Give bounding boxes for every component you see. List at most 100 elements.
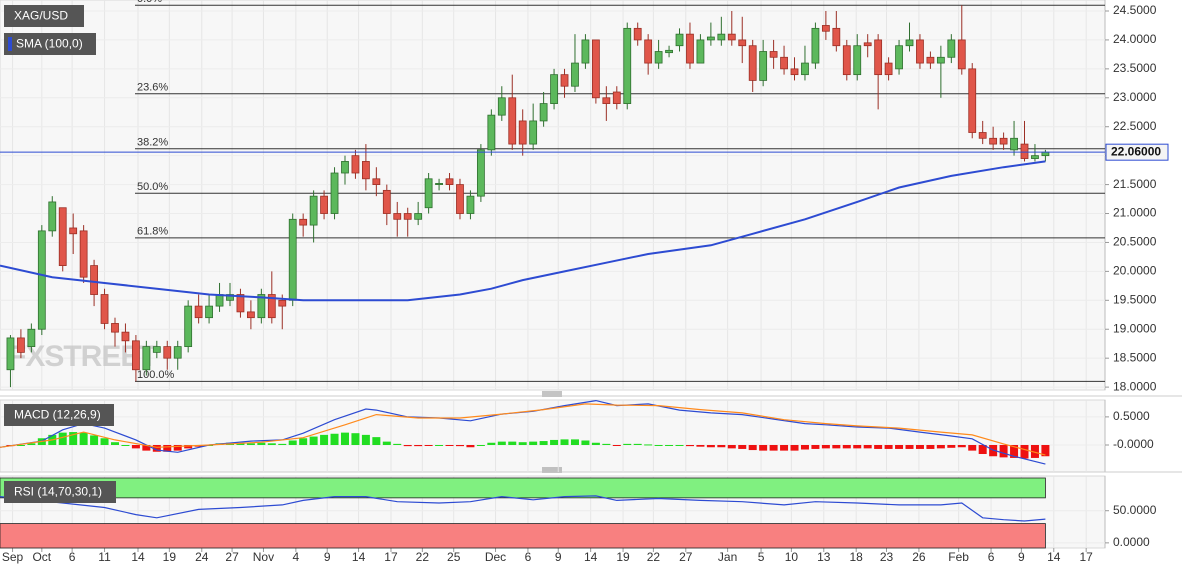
y-tick-label: 0.5000 xyxy=(1113,409,1150,423)
y-tick-label: 23.5000 xyxy=(1113,61,1157,75)
candle-body xyxy=(424,178,433,209)
candle-body xyxy=(173,346,182,359)
candle-body xyxy=(476,149,485,197)
x-tick-label: 6 xyxy=(525,550,532,564)
last-price-tag xyxy=(1105,143,1169,161)
histogram-bar xyxy=(1030,445,1039,458)
x-tick-label: 22 xyxy=(647,550,661,564)
candle-body xyxy=(69,227,78,235)
histogram-bar xyxy=(832,445,841,449)
candle-body xyxy=(665,49,673,54)
candle-body xyxy=(936,56,945,64)
fibonacci-label: 0.0% xyxy=(137,0,162,5)
histogram-bar xyxy=(685,445,694,447)
candle-body xyxy=(874,39,883,76)
y-tick-label: 21.5000 xyxy=(1113,177,1157,191)
fibonacci-label: 61.8% xyxy=(137,226,168,238)
candle-body xyxy=(142,346,151,371)
x-tick-label: 10 xyxy=(785,550,799,564)
x-tick-label: Sep xyxy=(2,550,24,564)
candle-body xyxy=(393,213,402,220)
candle-body xyxy=(926,56,935,64)
x-tick-label: 5 xyxy=(758,550,765,564)
candle-body xyxy=(351,155,360,174)
candle-body xyxy=(654,51,663,64)
histogram-bar xyxy=(612,445,621,446)
candle-body xyxy=(780,56,788,70)
histogram-bar xyxy=(445,445,454,446)
candle-body xyxy=(456,184,464,214)
histogram-bar xyxy=(403,445,412,447)
candle-body xyxy=(842,45,851,76)
histogram-bar xyxy=(602,443,611,445)
histogram-bar xyxy=(1010,445,1019,458)
histogram-bar xyxy=(320,434,329,445)
fibonacci-label: 50.0% xyxy=(137,181,168,193)
candle-body xyxy=(863,42,872,47)
histogram-bar xyxy=(560,439,569,445)
candle-body xyxy=(341,161,349,174)
candle-body xyxy=(152,346,161,353)
candle-body xyxy=(372,178,381,185)
legend-box xyxy=(4,5,84,27)
candle-body xyxy=(508,97,517,145)
candle-body xyxy=(309,195,318,226)
candle-body xyxy=(278,299,287,307)
y-tick-label: 19.0000 xyxy=(1113,321,1157,335)
histogram-bar xyxy=(581,440,590,445)
oversold-band xyxy=(0,523,1046,549)
legend-box xyxy=(4,33,96,55)
histogram-bar xyxy=(895,445,904,449)
histogram-bar xyxy=(184,445,193,449)
histogram-bar xyxy=(435,445,444,446)
candle-body xyxy=(644,39,653,64)
histogram-bar xyxy=(800,445,809,450)
marks: FXSTREET0.0%23.6%38.2%50.0%61.8%100.0%22… xyxy=(0,0,1169,549)
histogram-bar xyxy=(424,445,433,446)
x-tick-label: 14 xyxy=(584,550,598,564)
histogram-bar xyxy=(853,445,862,449)
histogram-bar xyxy=(790,445,799,451)
histogram-bar xyxy=(69,432,78,445)
candle-body xyxy=(320,195,328,214)
candle-body xyxy=(27,328,36,348)
legend-swatch xyxy=(8,37,12,51)
histogram-bar xyxy=(79,432,88,445)
panel-background xyxy=(0,399,1106,473)
histogram-bar xyxy=(90,435,99,445)
candle-body xyxy=(37,230,46,330)
candle-body xyxy=(111,323,119,333)
candle-body xyxy=(267,294,276,319)
candle-body xyxy=(769,51,778,58)
candle-body xyxy=(1031,155,1039,159)
histogram-bar xyxy=(915,445,924,449)
x-tick-label: 17 xyxy=(384,550,398,564)
histogram-bar xyxy=(330,433,339,445)
candle-body xyxy=(853,45,862,76)
histogram-bar xyxy=(361,434,370,445)
histogram-bar xyxy=(1020,445,1029,459)
y-tick-label: 21.0000 xyxy=(1113,206,1157,220)
histogram-bar xyxy=(372,437,381,445)
candle-body xyxy=(414,213,423,220)
histogram-bar xyxy=(299,438,308,445)
histogram-bar xyxy=(654,445,663,446)
histogram-bar xyxy=(393,443,402,445)
histogram-bar xyxy=(696,445,705,447)
candle-body xyxy=(163,346,172,359)
rsi-line xyxy=(0,495,1046,522)
histogram-bar xyxy=(936,445,945,449)
y-tick-label: 24.5000 xyxy=(1113,3,1157,17)
candle-body xyxy=(382,189,391,214)
histogram-bar xyxy=(675,445,684,446)
candle-body xyxy=(706,36,715,41)
candle-body xyxy=(727,33,736,41)
histogram-bar xyxy=(152,445,161,452)
y-tick-label: 18.5000 xyxy=(1113,350,1157,364)
x-tick-label: 27 xyxy=(679,550,693,564)
candle-body xyxy=(696,39,705,64)
candle-body xyxy=(623,27,632,104)
histogram-bar xyxy=(476,445,485,446)
fibonacci-label: 38.2% xyxy=(137,137,168,149)
